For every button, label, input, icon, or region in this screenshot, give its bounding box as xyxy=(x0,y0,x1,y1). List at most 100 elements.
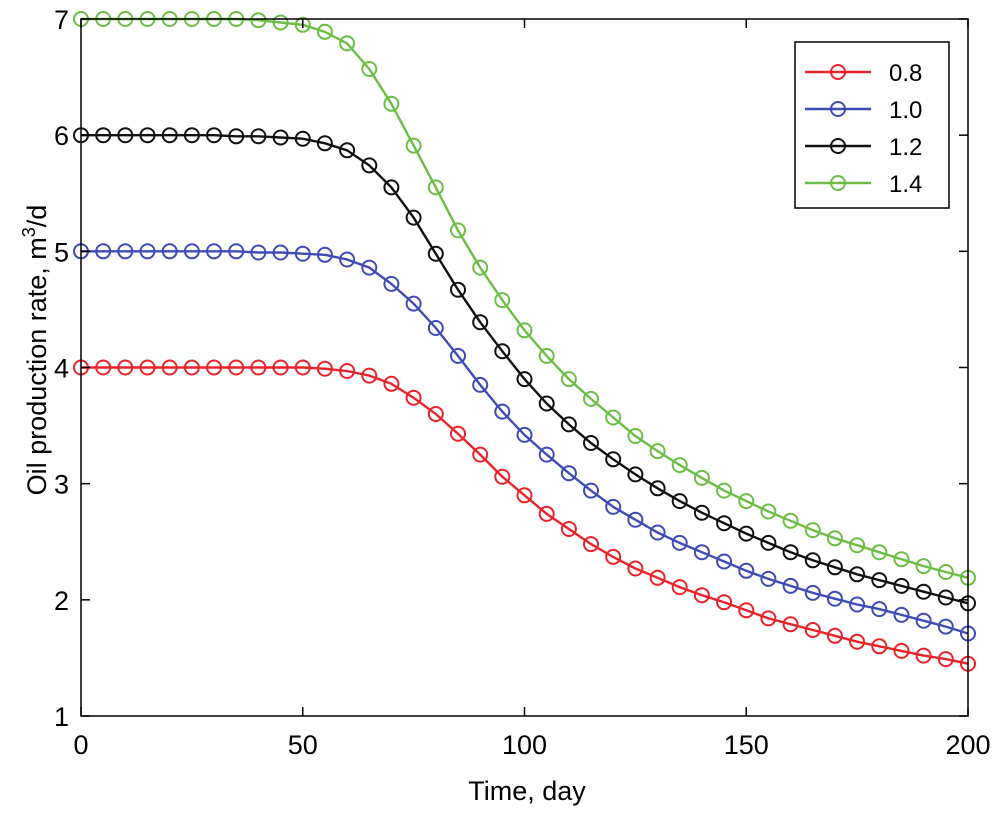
data-point xyxy=(693,587,710,604)
data-point xyxy=(117,127,134,144)
data-point xyxy=(583,482,599,499)
data-point xyxy=(450,281,466,298)
data-point xyxy=(826,530,843,547)
data-point xyxy=(427,406,444,422)
data-point xyxy=(405,209,422,226)
legend: 0.8 1.0 1.2 1.4 xyxy=(794,41,950,209)
data-point xyxy=(627,511,644,528)
data-point xyxy=(405,389,422,406)
data-point xyxy=(161,127,178,144)
data-point xyxy=(804,522,821,539)
y-tick-label: 4 xyxy=(54,354,69,384)
legend-item-0.8: 0.8 xyxy=(805,60,922,87)
data-point xyxy=(339,142,356,159)
data-point xyxy=(871,572,888,589)
y-tick-label: 6 xyxy=(54,121,69,151)
data-point xyxy=(893,642,910,659)
data-point xyxy=(605,451,622,468)
legend-item-1.4: 1.4 xyxy=(805,171,922,198)
data-point xyxy=(583,435,599,451)
legend-marker xyxy=(830,64,846,80)
legend-marker xyxy=(830,101,846,117)
data-point xyxy=(849,566,866,583)
data-point xyxy=(250,128,267,145)
data-point xyxy=(649,480,666,497)
legend-marker xyxy=(830,175,846,191)
data-point xyxy=(316,23,333,40)
data-point xyxy=(339,363,356,379)
data-point xyxy=(693,504,710,521)
y-axis-label-tail: /d xyxy=(22,205,52,228)
data-point xyxy=(583,390,599,407)
data-point xyxy=(139,359,156,376)
data-point xyxy=(361,157,378,174)
data-point xyxy=(560,465,577,482)
data-point xyxy=(383,275,400,292)
data-point xyxy=(183,243,200,260)
data-point xyxy=(183,359,200,376)
data-point xyxy=(361,259,378,276)
data-point xyxy=(605,498,622,515)
data-point xyxy=(250,359,267,376)
data-point xyxy=(139,243,156,260)
data-point xyxy=(583,536,599,553)
data-point xyxy=(139,127,156,144)
legend-item-1.2: 1.2 xyxy=(805,134,922,161)
x-tick-label: 150 xyxy=(724,730,769,760)
data-point xyxy=(183,127,200,144)
x-tick-label: 50 xyxy=(288,730,318,760)
data-point xyxy=(316,246,333,263)
data-point xyxy=(228,128,245,145)
data-point xyxy=(206,243,222,260)
data-point xyxy=(738,525,755,542)
data-point xyxy=(383,179,400,196)
data-point xyxy=(294,359,311,376)
data-point xyxy=(937,589,954,606)
data-point xyxy=(826,590,843,607)
data-point xyxy=(95,127,112,144)
data-point xyxy=(782,544,799,561)
data-point xyxy=(427,320,444,336)
data-point xyxy=(472,376,489,393)
data-point xyxy=(272,14,289,31)
data-point xyxy=(538,347,555,364)
data-point xyxy=(383,375,400,392)
data-point xyxy=(538,395,555,412)
data-point xyxy=(294,130,311,147)
y-tick-label: 7 xyxy=(54,5,69,35)
data-point xyxy=(627,560,644,577)
data-point xyxy=(117,359,134,376)
data-point xyxy=(494,292,511,309)
data-point xyxy=(760,610,777,627)
data-point xyxy=(405,295,422,312)
data-point xyxy=(804,584,821,601)
axes-layer: 0 50 100 150 200 1 2 3 4 5 6 7 xyxy=(54,5,991,760)
data-point xyxy=(649,569,666,586)
data-point xyxy=(516,371,533,388)
data-point xyxy=(782,512,799,529)
data-point xyxy=(893,577,910,594)
data-point xyxy=(915,647,932,664)
data-point xyxy=(272,244,289,261)
data-point xyxy=(250,244,267,261)
data-point xyxy=(427,179,444,196)
data-point xyxy=(117,243,134,260)
data-point xyxy=(693,544,710,561)
data-point xyxy=(206,127,222,144)
data-point xyxy=(627,428,644,444)
data-point xyxy=(516,487,533,504)
data-point xyxy=(804,552,821,569)
x-axis-label: Time, day xyxy=(468,776,586,806)
data-point xyxy=(450,222,466,239)
data-point xyxy=(738,493,755,510)
data-point xyxy=(95,243,112,260)
data-point xyxy=(294,16,311,33)
data-point xyxy=(250,12,267,29)
y-axis-label: Oil production rate, m3/d xyxy=(19,205,52,496)
data-point xyxy=(937,618,954,635)
data-point xyxy=(361,367,378,384)
legend-label: 1.2 xyxy=(889,134,922,161)
data-point xyxy=(893,551,910,568)
data-point xyxy=(849,596,866,613)
